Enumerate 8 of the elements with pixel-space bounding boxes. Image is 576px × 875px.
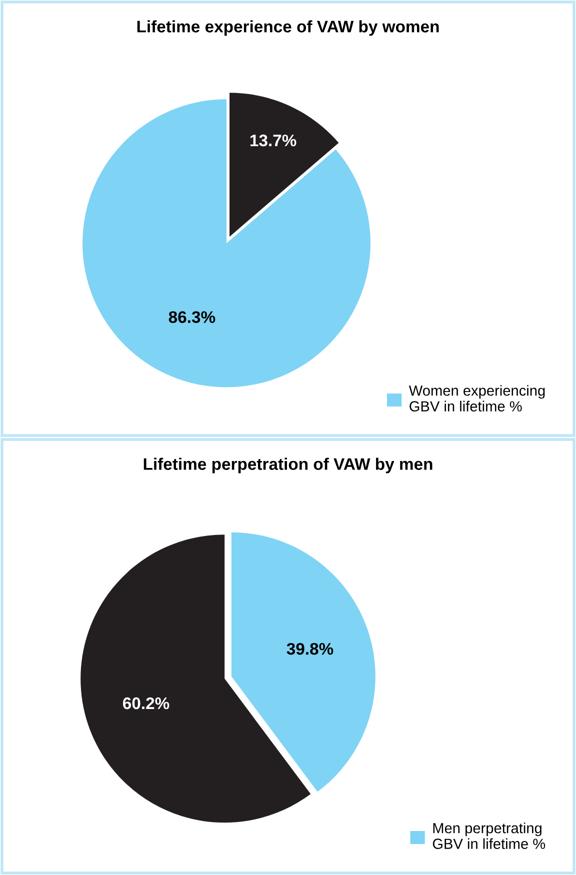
legend-label: Men perpetrating GBV in lifetime %: [432, 822, 546, 849]
data-label: 86.3%: [168, 311, 216, 324]
chart-title: Lifetime perpetration of VAW by men: [144, 458, 432, 474]
legend-label: Women experiencing GBV in lifetime %: [408, 385, 545, 412]
chart-title: Lifetime experience of VAW by women: [137, 20, 439, 36]
data-label: 60.2%: [122, 697, 170, 710]
data-label: 13.7%: [250, 134, 296, 146]
data-label: 39.8%: [286, 642, 334, 655]
